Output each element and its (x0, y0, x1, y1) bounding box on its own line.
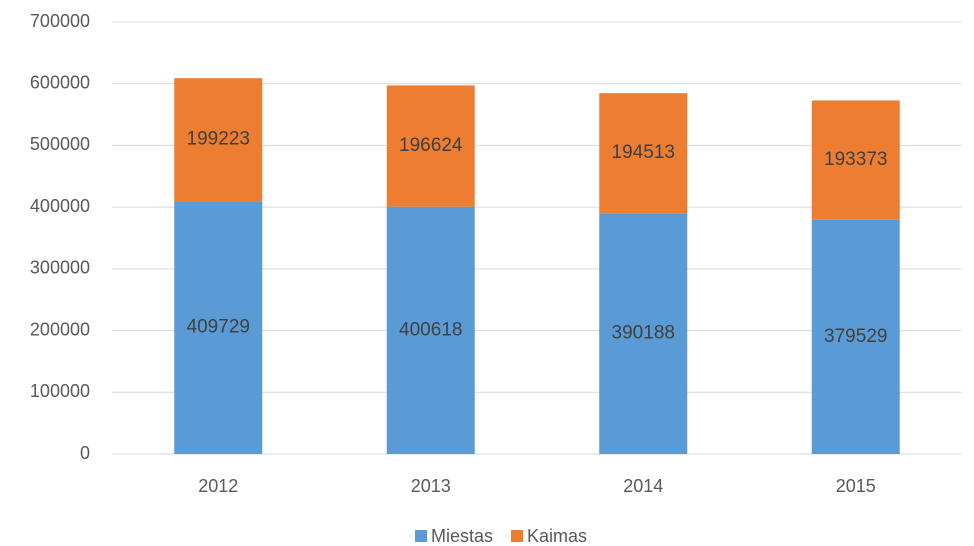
bar-segment (599, 93, 688, 214)
data-label: 390188 (612, 323, 675, 344)
data-label: 400618 (399, 319, 462, 340)
y-tick-label: 200000 (30, 319, 90, 339)
x-tick-label: 2015 (836, 476, 876, 496)
y-tick-label: 0 (80, 443, 90, 463)
bar-segment (599, 213, 688, 454)
x-tick-label: 2013 (411, 476, 451, 496)
data-label: 196624 (399, 135, 463, 156)
bar-segment (811, 219, 900, 454)
bar-segment (386, 206, 475, 454)
y-tick-label: 100000 (30, 381, 90, 401)
data-label: 199223 (187, 129, 250, 150)
data-label: 193373 (824, 149, 887, 170)
bar-segment (386, 85, 475, 207)
y-tick-label: 600000 (30, 72, 90, 92)
data-label: 194513 (612, 142, 675, 163)
legend-swatch (511, 530, 524, 542)
bar-segment (174, 201, 263, 454)
y-tick-label: 300000 (30, 258, 90, 278)
bar-segment (174, 78, 263, 202)
data-label: 379529 (824, 326, 887, 347)
data-label: 409729 (187, 317, 250, 338)
x-tick-label: 2014 (623, 476, 663, 496)
legend-label: Miestas (431, 526, 493, 546)
legend-swatch (415, 530, 427, 542)
x-tick-label: 2012 (198, 476, 238, 496)
y-tick-label: 700000 (30, 11, 90, 31)
y-tick-label: 500000 (30, 134, 90, 154)
bar-segment (811, 100, 900, 220)
y-tick-label: 400000 (30, 196, 90, 216)
legend-label: Kaimas (527, 526, 587, 546)
